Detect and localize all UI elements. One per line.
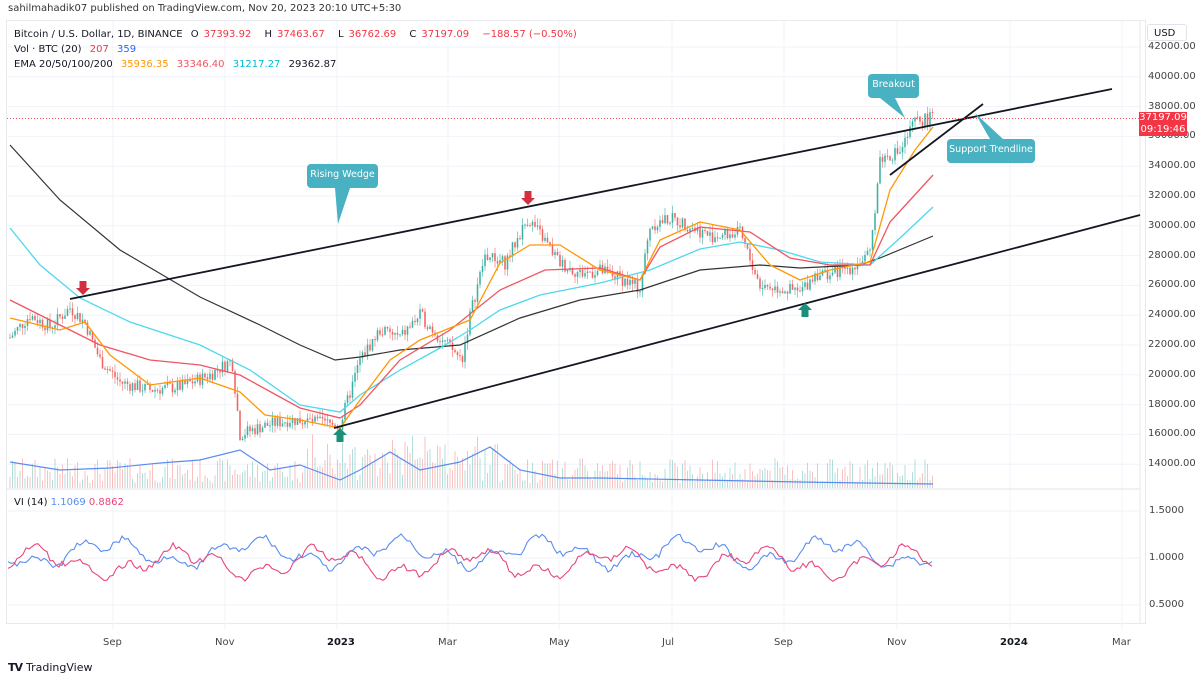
time-tick: Jul: [662, 637, 675, 648]
price-tick: 14000.00: [1148, 458, 1196, 470]
price-tick: 30000.00: [1148, 219, 1196, 231]
time-tick: Mar: [438, 637, 457, 648]
vi-tick: 1.0000: [1149, 552, 1184, 563]
time-tick: 2024: [1000, 637, 1028, 648]
vi-tick: 1.5000: [1149, 505, 1184, 516]
open-value: 37393.92: [203, 29, 252, 40]
price-tick: 40000.00: [1148, 70, 1196, 82]
symbol-row: Bitcoin / U.S. Dollar, 1D, BINANCE O 3739…: [14, 29, 577, 40]
rising-wedge-callout: Rising Wedge: [307, 164, 378, 188]
vi-minus-value: 0.8862: [88, 497, 124, 508]
ema-row[interactable]: EMA 20/50/100/200 35936.35 33346.40 3121…: [14, 59, 337, 70]
close-value: 37197.09: [421, 29, 470, 40]
symbol-title[interactable]: Bitcoin / U.S. Dollar, 1D, BINANCE: [14, 29, 183, 40]
price-tick: 42000.00: [1148, 41, 1196, 52]
change-value: −188.57 (−0.50%): [482, 29, 577, 40]
time-tick: Sep: [103, 637, 122, 648]
tradingview-logo-icon: TV: [8, 661, 23, 674]
volume-row[interactable]: Vol · BTC (20) 207 359: [14, 44, 137, 55]
time-tick: Sep: [774, 637, 793, 648]
price-tick: 16000.00: [1148, 428, 1196, 440]
last-price-tag: 37197.09 09:19:46: [1139, 112, 1187, 136]
time-tick: Nov: [215, 637, 235, 648]
time-tick: Nov: [887, 637, 907, 648]
low-value: 36762.69: [348, 29, 397, 40]
price-tick: 26000.00: [1148, 279, 1196, 291]
tradingview-brand[interactable]: TV TradingView: [8, 661, 93, 674]
price-tick: 22000.00: [1148, 339, 1196, 350]
vi-legend[interactable]: VI (14) 1.1069 0.8862: [14, 497, 124, 508]
price-tick: 18000.00: [1148, 398, 1196, 410]
price-tick: 38000.00: [1148, 100, 1196, 112]
ema50-value: 33346.40: [176, 59, 225, 70]
ema200-value: 29362.87: [288, 59, 337, 70]
chart-legend: Bitcoin / U.S. Dollar, 1D, BINANCE O 3739…: [14, 27, 582, 72]
price-tick: 20000.00: [1148, 368, 1196, 380]
volume-value: 207: [89, 44, 109, 55]
price-tick: 24000.00: [1148, 309, 1196, 321]
vi-tick: 0.5000: [1149, 599, 1184, 610]
ema20-value: 35936.35: [120, 59, 169, 70]
vi-plus-value: 1.1069: [50, 497, 86, 508]
time-tick: Mar: [1112, 637, 1131, 648]
price-tick: 28000.00: [1148, 249, 1196, 261]
breakout-callout: Breakout: [868, 74, 919, 98]
ema100-value: 31217.27: [232, 59, 281, 70]
high-value: 37463.67: [277, 29, 325, 40]
volume-ma-value: 359: [117, 44, 137, 55]
chart-frame: [6, 20, 1146, 624]
support-trendline-callout: Support Trendline: [947, 139, 1035, 163]
price-tick: 34000.00: [1148, 160, 1196, 172]
time-tick: 2023: [327, 637, 355, 648]
price-tick: 32000.00: [1148, 190, 1196, 201]
publisher-info: sahilmahadik07 published on TradingView.…: [8, 3, 402, 14]
currency-button[interactable]: USD: [1147, 24, 1187, 41]
time-tick: May: [549, 637, 570, 648]
